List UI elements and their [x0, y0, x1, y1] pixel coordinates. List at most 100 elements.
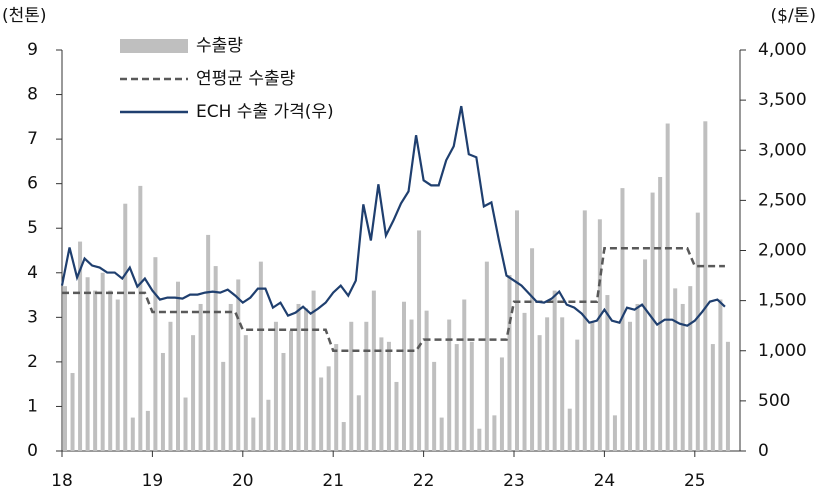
bar [221, 361, 226, 451]
bar [575, 339, 580, 451]
legend-label: 연평균 수출량 [196, 69, 296, 89]
line [60, 105, 726, 327]
x-tick-label: 18 [51, 471, 73, 491]
bar [70, 373, 75, 451]
bar [447, 319, 452, 451]
bar [145, 410, 150, 451]
y-tick-label: 9 [27, 40, 38, 60]
x-tick-label: 21 [322, 471, 344, 491]
legend-label: ECH 수출 가격(우) [196, 102, 334, 122]
bar [108, 290, 113, 451]
y2-tick-label: 3,500 [758, 90, 807, 110]
bar [605, 295, 610, 451]
bar [183, 397, 188, 451]
bar [643, 259, 648, 451]
y2-tick-label: 2,000 [758, 241, 807, 261]
bar [206, 234, 211, 451]
bar [266, 399, 271, 451]
bar [93, 290, 98, 451]
bar [469, 341, 474, 451]
bar [409, 319, 414, 451]
bar [658, 176, 663, 451]
bar [417, 230, 422, 451]
bar [628, 321, 632, 451]
bar [311, 290, 316, 451]
bar [718, 299, 723, 451]
bar [115, 299, 120, 451]
bar [454, 344, 459, 451]
bar [462, 299, 467, 451]
bar [537, 335, 542, 451]
bar [191, 335, 196, 451]
bar [402, 301, 406, 451]
bar [522, 312, 527, 451]
bar [130, 417, 135, 451]
bar [243, 335, 248, 451]
bar [251, 417, 256, 451]
bar [326, 366, 331, 451]
bar [612, 415, 617, 451]
bar [545, 317, 550, 451]
bar [695, 212, 700, 451]
bar [582, 210, 587, 451]
bar [364, 321, 369, 451]
bar [665, 123, 670, 452]
y2-axis-label: ($/톤) [771, 6, 816, 26]
bar [394, 381, 399, 451]
bar [680, 303, 685, 451]
bar [198, 303, 203, 451]
bar [228, 303, 233, 451]
y-tick-label: 1 [27, 396, 38, 416]
bar [650, 192, 655, 452]
y2-tick-label: 4,000 [758, 40, 807, 60]
bar [499, 357, 504, 451]
bar [515, 210, 519, 451]
bar [319, 377, 324, 451]
x-tick-label: 22 [413, 471, 435, 491]
bar [703, 121, 708, 452]
bar [492, 415, 497, 451]
bar [725, 341, 730, 451]
y2-tick-label: 3,000 [758, 140, 807, 160]
bar [160, 352, 165, 451]
bar [620, 188, 625, 451]
bar [153, 257, 158, 451]
bar [258, 261, 263, 451]
line [62, 247, 725, 352]
bar [439, 417, 444, 451]
bar [379, 337, 384, 451]
y-tick-label: 2 [27, 352, 38, 372]
bar [477, 428, 482, 451]
bar [78, 241, 83, 451]
bar [85, 277, 90, 451]
bar [590, 321, 595, 451]
bar [597, 219, 602, 451]
y-tick-label: 0 [27, 441, 38, 461]
bar [296, 303, 301, 451]
bar [386, 341, 391, 451]
y2-tick-label: 2,500 [758, 190, 807, 210]
bar [100, 272, 105, 451]
bar [341, 422, 346, 451]
bar [710, 344, 715, 451]
bar [213, 266, 218, 451]
y-tick-label: 4 [27, 263, 38, 283]
y-axis-label: (천톤) [2, 6, 47, 26]
bar [371, 290, 376, 451]
y-tick-label: 7 [27, 129, 38, 149]
bar [273, 321, 278, 451]
y2-tick-label: 500 [758, 391, 790, 411]
bar [424, 310, 429, 451]
bar [349, 321, 354, 451]
x-tick-label: 20 [232, 471, 254, 491]
bar [567, 408, 572, 451]
bar [168, 321, 173, 451]
bar [688, 286, 693, 451]
y-tick-label: 5 [27, 218, 38, 238]
x-tick-label: 23 [503, 471, 525, 491]
x-tick-label: 25 [684, 471, 706, 491]
x-tick-label: 24 [594, 471, 616, 491]
x-tick-label: 19 [142, 471, 164, 491]
bar [530, 248, 535, 451]
